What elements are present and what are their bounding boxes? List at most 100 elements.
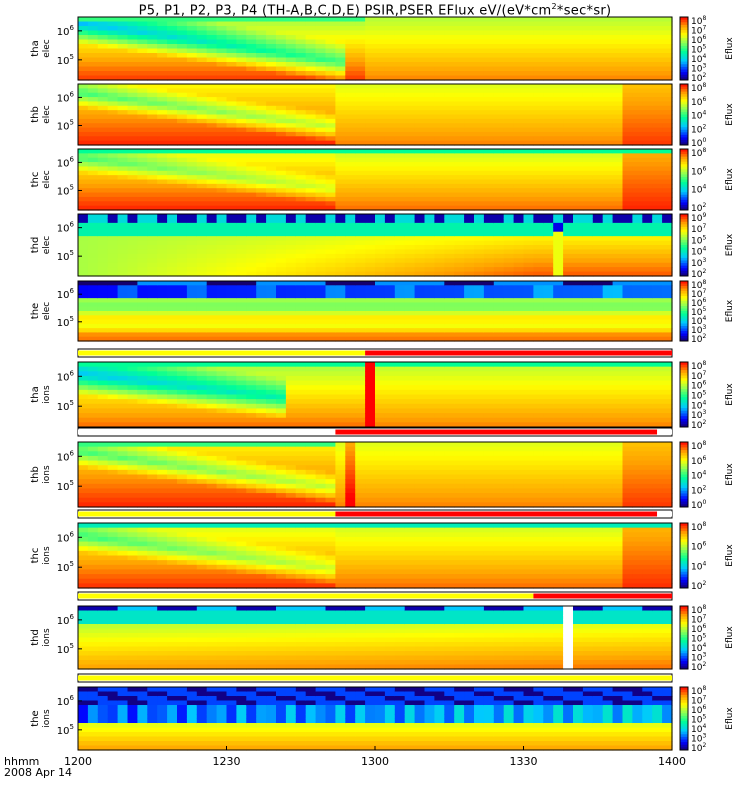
spectrogram-cell xyxy=(533,236,544,242)
spectrogram-cell xyxy=(563,267,574,273)
spectrogram-cell xyxy=(246,153,257,159)
spectrogram-cell xyxy=(196,157,208,163)
spectrogram-cell xyxy=(424,328,435,334)
spectrogram-cell xyxy=(295,371,307,377)
spectrogram-cell xyxy=(147,35,158,41)
probe-label: tha xyxy=(30,40,41,56)
spectrogram-cell xyxy=(97,417,109,423)
spectrogram-cell xyxy=(424,62,435,68)
spectrogram-cell xyxy=(483,26,495,32)
spectrogram-cell xyxy=(196,306,208,312)
colorbar-cell xyxy=(680,252,688,256)
spectrogram-cell xyxy=(167,179,178,185)
spectrogram-cell xyxy=(414,179,426,185)
spectrogram-cell xyxy=(127,336,138,342)
spectrogram-cell xyxy=(97,71,109,77)
spectrogram-cell xyxy=(652,17,663,23)
spectrogram-cell xyxy=(246,53,257,59)
spectrogram-cell xyxy=(563,88,574,94)
spectrogram-cell xyxy=(236,166,247,172)
spectrogram-cell xyxy=(493,319,505,325)
spectrogram-cell xyxy=(602,39,614,45)
spectrogram-cell xyxy=(196,166,208,172)
spectrogram-cell xyxy=(434,127,445,133)
spectrogram-cell xyxy=(622,253,633,259)
spectrogram-cell xyxy=(622,222,633,228)
spectrogram-cell xyxy=(474,253,485,259)
spectrogram-cell xyxy=(196,21,208,27)
spectrogram-cell xyxy=(464,289,475,295)
spectrogram-cell xyxy=(434,123,445,129)
colorbar-cell xyxy=(680,303,688,307)
tick-base: 10 xyxy=(57,224,70,235)
spectrogram-cell xyxy=(513,315,525,321)
spectrogram-cell xyxy=(345,205,356,211)
spectrogram-cell xyxy=(622,140,633,146)
spectrogram-cell xyxy=(167,175,178,181)
spectrogram-cell xyxy=(196,92,208,98)
spectrogram-cell xyxy=(444,188,455,194)
spectrogram-cell xyxy=(602,285,614,291)
spectrogram-cell xyxy=(127,315,138,321)
spectrogram-cell xyxy=(662,105,673,111)
spectrogram-cell xyxy=(335,53,346,59)
spectrogram-cell xyxy=(612,157,624,163)
spectrogram-cell xyxy=(137,170,148,176)
spectrogram-cell xyxy=(345,249,356,255)
spectrogram-cell xyxy=(186,140,198,146)
spectrogram-cell xyxy=(345,118,356,124)
spectrogram-cell xyxy=(404,123,416,129)
spectrogram-cell xyxy=(474,267,485,273)
spectrogram-cell xyxy=(236,399,247,405)
spectrogram-cell xyxy=(652,21,663,27)
spectrogram-cell xyxy=(186,105,198,111)
spectrogram-cell xyxy=(107,336,119,342)
spectrogram-cell xyxy=(196,44,208,50)
spectrogram-cell xyxy=(533,62,544,68)
spectrogram-cell xyxy=(632,245,643,251)
spectrogram-cell xyxy=(295,336,307,342)
spectrogram-cell xyxy=(355,218,366,224)
spectrogram-cell xyxy=(345,214,356,220)
spectrogram-cell xyxy=(602,298,614,304)
spectrogram-cell xyxy=(503,48,515,54)
spectrogram-cell xyxy=(107,231,119,237)
spectrogram-cell xyxy=(147,380,158,386)
spectrogram-cell xyxy=(246,44,257,50)
spectrogram-cell xyxy=(127,153,138,159)
spectrogram-cell xyxy=(335,114,346,120)
spectrogram-cell xyxy=(592,249,604,255)
spectrogram-cell xyxy=(256,336,267,342)
spectrogram-cell xyxy=(295,35,307,41)
spectrogram-cell xyxy=(107,118,119,124)
spectrogram-cell xyxy=(325,413,336,419)
spectrogram-cell xyxy=(652,44,663,50)
spectrogram-cell xyxy=(414,222,426,228)
spectrogram-cell xyxy=(186,44,198,50)
spectrogram-cell xyxy=(305,188,317,194)
spectrogram-cell xyxy=(78,385,89,391)
spectrogram-cell xyxy=(394,385,406,391)
spectrogram-cell xyxy=(315,149,327,154)
spectrogram-cell xyxy=(127,281,138,286)
colorbar-cell xyxy=(680,30,688,34)
spectrogram-cell xyxy=(592,92,604,98)
spectrogram-cell xyxy=(325,136,336,142)
spectrogram-cell xyxy=(315,162,327,168)
spectrogram-cell xyxy=(107,166,119,172)
spectrogram-cell xyxy=(553,289,564,295)
spectrogram-cell xyxy=(375,131,386,137)
spectrogram-cell xyxy=(137,389,148,396)
spectrogram-cell xyxy=(503,57,515,63)
spectrogram-cell xyxy=(147,240,158,246)
spectrogram-cell xyxy=(493,26,505,32)
spectrogram-cell xyxy=(394,48,406,54)
spectrogram-cell xyxy=(137,166,148,172)
spectrogram-cell xyxy=(493,192,505,198)
spectrogram-cell xyxy=(256,17,267,23)
spectrogram-cell xyxy=(87,62,99,68)
spectrogram-cell xyxy=(444,26,455,32)
colorbar-cell xyxy=(680,257,688,261)
spectrogram-cell xyxy=(345,166,356,172)
spectrogram-cell xyxy=(335,110,346,116)
